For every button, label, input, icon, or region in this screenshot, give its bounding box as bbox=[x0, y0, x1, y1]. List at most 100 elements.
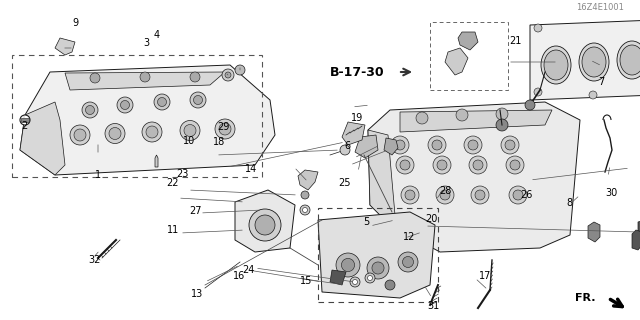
Circle shape bbox=[353, 279, 358, 284]
Ellipse shape bbox=[579, 43, 609, 81]
Polygon shape bbox=[21, 118, 29, 122]
Circle shape bbox=[469, 156, 487, 174]
Circle shape bbox=[180, 121, 200, 140]
Circle shape bbox=[367, 257, 389, 279]
Polygon shape bbox=[368, 102, 580, 252]
Text: 4: 4 bbox=[153, 30, 159, 40]
Polygon shape bbox=[235, 190, 295, 252]
Circle shape bbox=[398, 252, 418, 272]
Text: 13: 13 bbox=[191, 289, 204, 299]
Text: 5: 5 bbox=[364, 217, 370, 228]
Circle shape bbox=[416, 112, 428, 124]
Polygon shape bbox=[342, 122, 365, 145]
Circle shape bbox=[496, 108, 508, 120]
Circle shape bbox=[525, 100, 535, 110]
Ellipse shape bbox=[544, 50, 568, 80]
Polygon shape bbox=[458, 32, 478, 50]
Polygon shape bbox=[330, 270, 346, 285]
Text: 16Z4E1001: 16Z4E1001 bbox=[576, 4, 624, 12]
Text: 29: 29 bbox=[218, 122, 230, 132]
Circle shape bbox=[157, 98, 166, 107]
Polygon shape bbox=[298, 170, 318, 190]
Text: 22: 22 bbox=[166, 178, 179, 188]
Circle shape bbox=[400, 160, 410, 170]
Text: 15: 15 bbox=[300, 276, 312, 286]
Circle shape bbox=[184, 124, 196, 137]
Text: 19: 19 bbox=[351, 113, 363, 123]
Text: 9: 9 bbox=[72, 18, 79, 28]
Circle shape bbox=[428, 136, 446, 154]
Polygon shape bbox=[368, 130, 395, 225]
Text: 23: 23 bbox=[177, 169, 189, 180]
Text: 7: 7 bbox=[598, 76, 605, 87]
Circle shape bbox=[432, 140, 442, 150]
Circle shape bbox=[336, 253, 360, 277]
Circle shape bbox=[350, 277, 360, 287]
Circle shape bbox=[219, 123, 231, 135]
Text: 18: 18 bbox=[213, 137, 225, 148]
Circle shape bbox=[367, 276, 372, 281]
Circle shape bbox=[142, 122, 162, 142]
Text: 26: 26 bbox=[520, 189, 532, 200]
Text: 20: 20 bbox=[426, 214, 438, 224]
Circle shape bbox=[341, 259, 355, 272]
Polygon shape bbox=[632, 230, 640, 250]
Circle shape bbox=[215, 119, 235, 139]
Polygon shape bbox=[530, 20, 640, 100]
Circle shape bbox=[146, 126, 158, 138]
Text: 3: 3 bbox=[143, 38, 149, 48]
Circle shape bbox=[436, 186, 454, 204]
Circle shape bbox=[120, 100, 129, 109]
Text: 17: 17 bbox=[479, 271, 491, 281]
Polygon shape bbox=[20, 102, 65, 175]
Circle shape bbox=[90, 73, 100, 83]
Circle shape bbox=[109, 127, 121, 140]
Circle shape bbox=[86, 106, 95, 115]
Circle shape bbox=[473, 160, 483, 170]
Circle shape bbox=[513, 190, 523, 200]
Circle shape bbox=[396, 156, 414, 174]
Circle shape bbox=[222, 69, 234, 81]
Polygon shape bbox=[588, 222, 600, 242]
Polygon shape bbox=[638, 220, 640, 235]
Circle shape bbox=[340, 145, 350, 155]
Circle shape bbox=[509, 186, 527, 204]
Polygon shape bbox=[65, 72, 225, 90]
Circle shape bbox=[510, 160, 520, 170]
Text: 32: 32 bbox=[88, 255, 101, 265]
Circle shape bbox=[385, 280, 395, 290]
Circle shape bbox=[303, 207, 307, 212]
Circle shape bbox=[496, 119, 508, 131]
Circle shape bbox=[403, 257, 413, 268]
Text: 21: 21 bbox=[509, 36, 521, 46]
Ellipse shape bbox=[620, 45, 640, 75]
Text: 2: 2 bbox=[21, 121, 28, 132]
Circle shape bbox=[255, 215, 275, 235]
Text: 27: 27 bbox=[189, 205, 202, 216]
Text: B-17-30: B-17-30 bbox=[330, 66, 385, 78]
Ellipse shape bbox=[617, 41, 640, 79]
Circle shape bbox=[117, 97, 133, 113]
Circle shape bbox=[235, 65, 245, 75]
Circle shape bbox=[440, 190, 450, 200]
Ellipse shape bbox=[541, 46, 571, 84]
Circle shape bbox=[105, 124, 125, 143]
Text: 14: 14 bbox=[244, 164, 257, 174]
Circle shape bbox=[301, 191, 309, 199]
Circle shape bbox=[372, 262, 384, 274]
Ellipse shape bbox=[582, 47, 606, 77]
Text: 1: 1 bbox=[95, 170, 101, 180]
Circle shape bbox=[249, 209, 281, 241]
Circle shape bbox=[154, 94, 170, 110]
Polygon shape bbox=[445, 48, 468, 75]
Circle shape bbox=[395, 140, 405, 150]
Circle shape bbox=[82, 102, 98, 118]
Circle shape bbox=[140, 72, 150, 82]
Circle shape bbox=[193, 95, 202, 105]
Text: 30: 30 bbox=[605, 188, 618, 198]
Circle shape bbox=[456, 109, 468, 121]
Polygon shape bbox=[355, 135, 378, 158]
Circle shape bbox=[365, 273, 375, 283]
Text: 25: 25 bbox=[338, 178, 351, 188]
Circle shape bbox=[505, 140, 515, 150]
